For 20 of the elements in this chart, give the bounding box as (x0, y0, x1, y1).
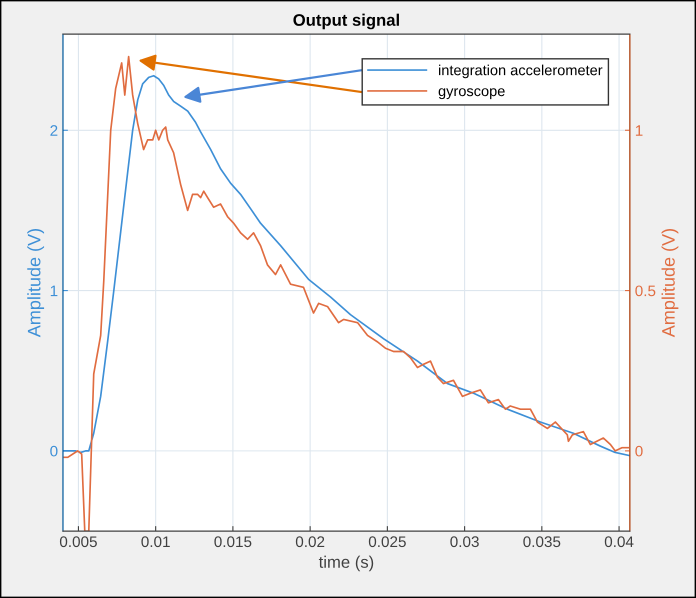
y2-tick-label: 0 (635, 446, 643, 457)
x-tick-label: 0.02 (296, 536, 324, 548)
y2-tick-label: 1 (636, 125, 642, 136)
x-tick-label: 0.015 (214, 536, 252, 548)
x-axis-title: time (s) (318, 556, 374, 572)
legend-label: gyroscope (438, 88, 505, 100)
chart-title: Output signal (293, 14, 399, 30)
x-tick-label: 0.025 (368, 536, 406, 548)
x-tick-label: 0.01 (141, 536, 170, 548)
y-tick-label: 2 (50, 125, 58, 136)
y-axis-title: Amplitude (V) (27, 228, 44, 338)
y-tick-label: 1 (50, 286, 58, 296)
x-tick-label: 0.04 (604, 536, 634, 548)
x-tick-label: 0.035 (523, 536, 560, 548)
x-tick-label: 0.005 (60, 536, 97, 548)
y2-tick-label: 0.5 (635, 285, 656, 296)
x-tick-label: 0.03 (450, 536, 479, 548)
y-tick-label: 0 (50, 446, 58, 457)
y2-axis-title: Amplitude (V) (662, 228, 678, 338)
legend-label: integration accelerometer (439, 64, 602, 78)
